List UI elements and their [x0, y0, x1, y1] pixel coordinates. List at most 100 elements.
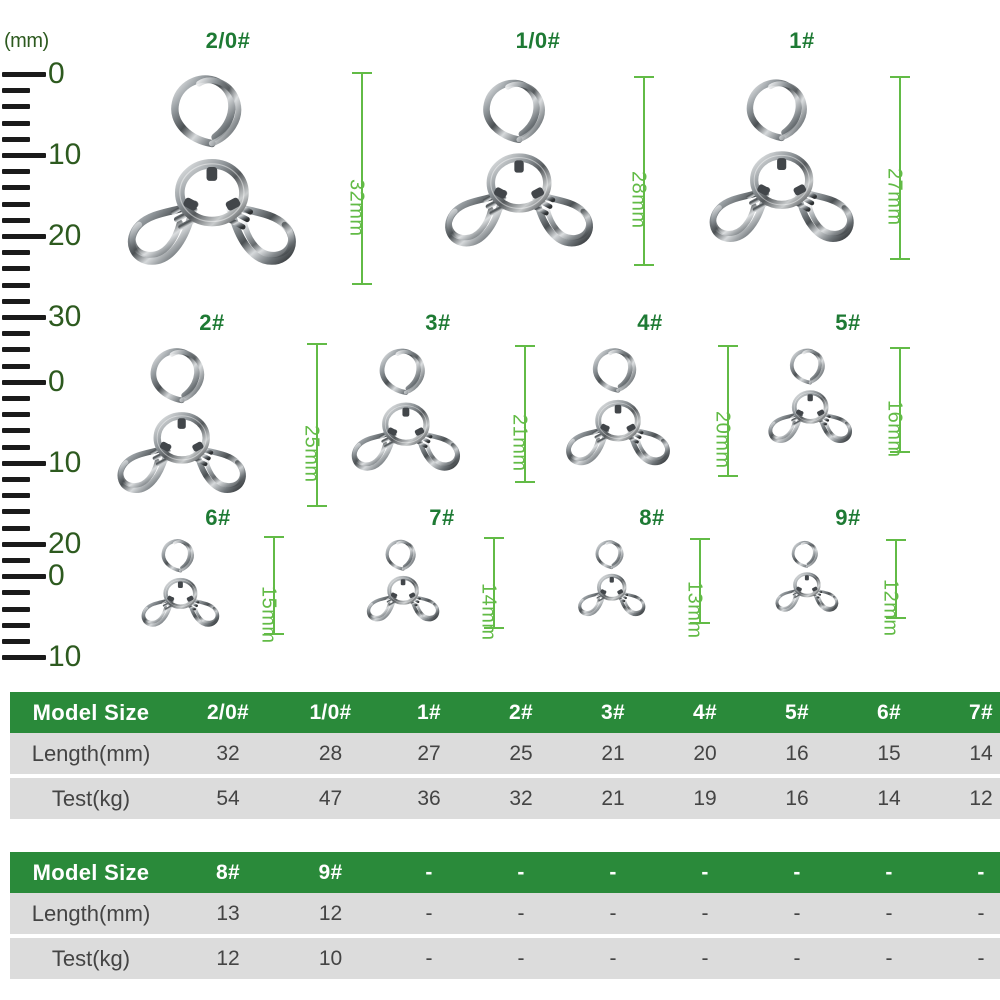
dimension-line — [316, 343, 318, 507]
table-row: Length(mm) 32 28 27 25 21 20 16 15 14 — [10, 733, 1000, 778]
ruler-tick-major — [2, 574, 46, 580]
table-header-row: Model Size 2/0# 1/0# 1# 2# 3# 4# 5# 6# 7… — [10, 692, 1000, 733]
swivel-illustration — [768, 348, 852, 443]
dimension-value: 14mm — [477, 583, 500, 641]
ruler-label: 20 — [48, 219, 82, 252]
table-row-header: Length(mm) — [10, 893, 178, 938]
dimension-value: 12mm — [879, 579, 902, 637]
swivel-specimen — [357, 534, 449, 636]
ruler-tick-minor — [2, 477, 30, 482]
swivel-model-label: 1# — [789, 28, 815, 53]
ruler-tick-minor — [2, 363, 30, 369]
table-cell: 12 — [935, 776, 1000, 819]
ruler-tick-minor — [2, 428, 30, 434]
ruler-tick-minor — [2, 266, 30, 272]
swivel-specimen — [131, 533, 230, 642]
table-row: Test(kg) 12 10 - - - - - - - — [10, 936, 1000, 979]
swivel-model-label: 1/0# — [515, 28, 561, 53]
ruler-tick-minor — [2, 136, 30, 142]
dimension-annotation: 25mm — [301, 343, 329, 507]
dimension-annotation: 28mm — [628, 76, 656, 266]
swivel-illustration — [566, 348, 670, 466]
ruler-tick-minor — [2, 298, 30, 304]
swivel-specimen — [337, 340, 475, 490]
table-col-header: 2# — [475, 692, 567, 733]
table-row-header: Test(kg) — [10, 776, 178, 819]
table-cell: 32 — [178, 733, 278, 778]
dimension-annotation: 13mm — [684, 538, 712, 639]
ruler-label: 0 — [48, 559, 65, 593]
dimension-cap-top — [515, 345, 535, 347]
dimension-annotation: 21mm — [509, 345, 537, 483]
dimension-cap-bottom — [352, 283, 372, 285]
dimension-cap-bottom — [690, 622, 710, 624]
ruler-tick-minor — [2, 185, 30, 191]
swivel-specimen — [757, 342, 863, 459]
dimension-line — [493, 537, 495, 629]
ruler-label: 30 — [48, 300, 82, 333]
swivel-illustration — [351, 348, 461, 471]
ruler-tick-minor — [2, 396, 30, 401]
table-col-header: - — [383, 852, 475, 893]
spec-table-primary: Model Size 2/0# 1/0# 1# 2# 3# 4# 5# 6# 7… — [10, 692, 1000, 819]
dimension-cap-top — [484, 537, 504, 539]
ruler-label: 10 — [48, 138, 82, 171]
table-cell: 16 — [751, 733, 843, 778]
dimension-cap-bottom — [307, 505, 327, 507]
dimension-cap-bottom — [264, 633, 284, 635]
table-col-header: 3# — [567, 692, 659, 733]
swivel-specimen — [425, 68, 613, 271]
dimension-value: 13mm — [683, 581, 706, 639]
table-cell: 10 — [278, 936, 383, 979]
dimension-annotation: 32mm — [346, 72, 374, 285]
ruler-unit-label: (mm) — [4, 30, 49, 52]
table-cell: 54 — [178, 776, 278, 819]
table-cell: 12 — [278, 893, 383, 938]
table-row: Test(kg) 54 47 36 32 21 19 16 14 12 — [10, 776, 1000, 819]
dimension-value: 15mm — [257, 585, 280, 644]
ruler-tick-minor — [2, 558, 30, 563]
table-col-header: - — [843, 852, 935, 893]
ruler-tick-minor — [2, 201, 30, 207]
dimension-value: 21mm — [508, 414, 531, 472]
ruler-label: 10 — [48, 640, 82, 674]
spec-table-secondary: Model Size 8# 9# - - - - - - - Length(mm… — [10, 852, 1000, 979]
swivel-specimen — [569, 535, 655, 630]
table-cell: - — [843, 936, 935, 979]
table-cell: - — [383, 936, 475, 979]
dimension-cap-top — [634, 76, 654, 78]
swivel-illustration — [578, 540, 646, 617]
ruler-tick-major — [2, 234, 46, 239]
ruler-tick-major — [2, 315, 46, 320]
table-cell: - — [567, 936, 659, 979]
swivel-model-label: 2/0# — [205, 28, 251, 53]
ruler-tick-major — [2, 541, 46, 547]
dimension-value: 25mm — [300, 425, 323, 483]
table-col-header: - — [475, 852, 567, 893]
ruler-label: 20 — [48, 526, 82, 560]
table-cell: 14 — [935, 733, 1000, 778]
table-col-header: 5# — [751, 692, 843, 733]
dimension-line — [699, 538, 701, 624]
dimension-cap-bottom — [890, 451, 910, 453]
dimension-cap-bottom — [718, 475, 738, 477]
table-cell: - — [475, 893, 567, 938]
dimension-cap-top — [690, 538, 710, 540]
dimension-line — [895, 539, 897, 619]
dimension-value: 16mm — [883, 400, 906, 458]
dimension-annotation: 20mm — [712, 345, 740, 477]
ruler-label: 10 — [48, 445, 82, 479]
table-row-header: Model Size — [10, 692, 178, 733]
dimension-line — [524, 345, 526, 483]
dimension-value: 20mm — [711, 411, 734, 469]
table-cell: - — [659, 936, 751, 979]
table-cell: - — [475, 936, 567, 979]
ruler-tick-minor — [2, 525, 30, 531]
dimension-cap-top — [890, 347, 910, 349]
ruler-tick-minor — [2, 622, 30, 628]
dimension-line — [899, 76, 901, 260]
ruler-tick-minor — [2, 493, 30, 499]
dimension-line — [727, 345, 729, 477]
table-cell: 12 — [178, 936, 278, 979]
table-cell: - — [659, 893, 751, 938]
